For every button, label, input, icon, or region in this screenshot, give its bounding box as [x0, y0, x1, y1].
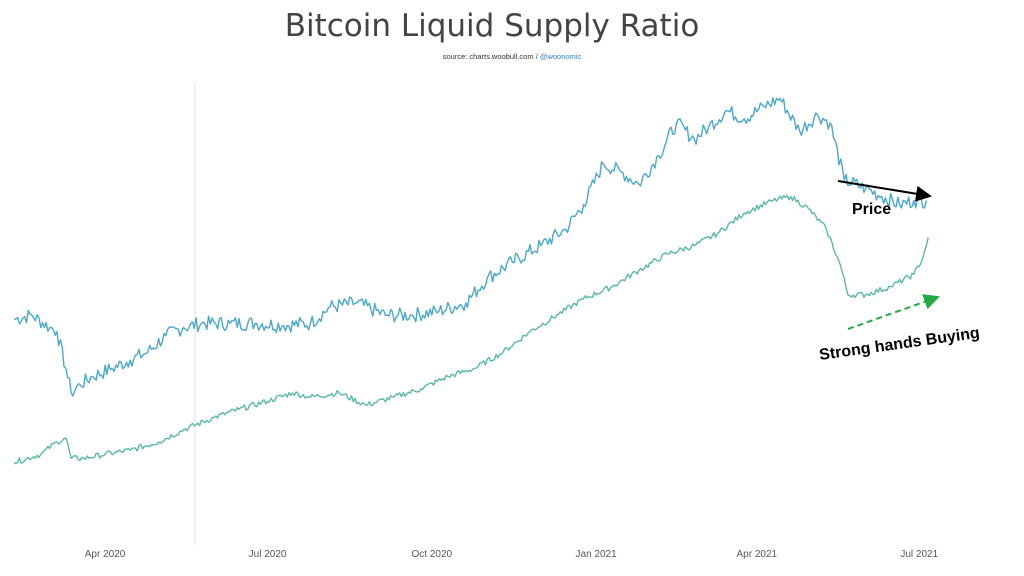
- price-series-line: [13, 97, 928, 397]
- source-text: source: charts.woobull.com /: [442, 52, 540, 61]
- price-annotation: Price: [852, 201, 891, 218]
- x-tick-label: Jan 2021: [576, 549, 618, 560]
- buying-trend-arrow: [847, 294, 940, 330]
- chart-title: Bitcoin Liquid Supply Ratio: [284, 8, 700, 44]
- x-tick-label: Apr 2021: [737, 549, 778, 560]
- source-handle-link[interactable]: @woonomic: [539, 52, 582, 61]
- strong-hands-annotation: Strong hands Buying: [818, 325, 981, 364]
- x-tick-label: Oct 2020: [412, 549, 453, 560]
- x-tick-label: Jul 2020: [249, 549, 287, 560]
- price-trend-arrow: [837, 180, 932, 202]
- liquid-supply-ratio-series-line: [13, 194, 929, 465]
- x-tick-label: Jul 2021: [900, 549, 938, 560]
- x-tick-label: Apr 2020: [85, 549, 126, 560]
- chart-source: source: charts.woobull.com / @woonomic: [0, 52, 1024, 61]
